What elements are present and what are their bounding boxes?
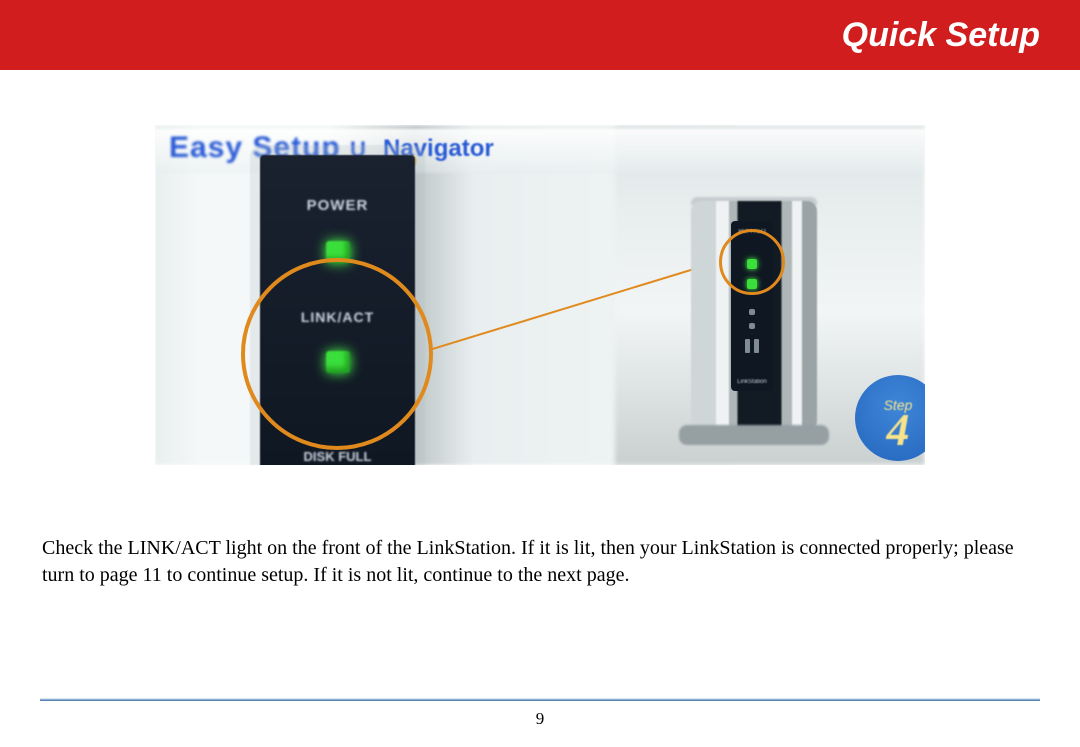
instruction-paragraph: Check the LINK/ACT light on the front of… xyxy=(42,535,1038,589)
closeup-highlight-circle xyxy=(241,258,433,450)
mini-indicator-icon xyxy=(754,339,759,353)
footer-rule xyxy=(40,698,1040,701)
header-title: Quick Setup xyxy=(842,16,1040,55)
mini-highlight-circle xyxy=(719,229,785,295)
setup-illustration: Easy Setup U Navigator POWER LINK/ACT DI… xyxy=(155,125,925,465)
mini-indicator-icon xyxy=(745,339,750,353)
page-number: 9 xyxy=(0,709,1080,729)
mini-device-base xyxy=(679,425,829,445)
diskfull-label: DISK FULL xyxy=(260,449,415,464)
power-label: POWER xyxy=(260,197,415,214)
header-bar: Quick Setup xyxy=(0,0,1080,70)
mini-indicator-icon xyxy=(749,309,755,315)
step-badge: Step 4 xyxy=(855,375,925,461)
mini-indicator-icon xyxy=(749,323,755,329)
manual-page: Quick Setup Easy Setup U Navigator POWER… xyxy=(0,0,1080,747)
step-number: 4 xyxy=(855,403,925,456)
mini-name-label: LinkStation xyxy=(731,379,773,385)
